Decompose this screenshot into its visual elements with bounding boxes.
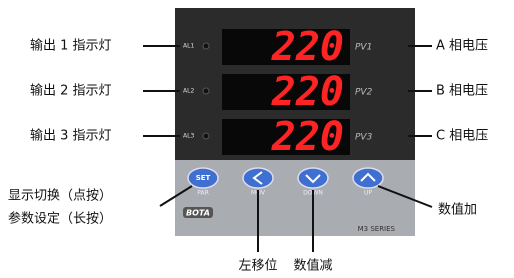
callout: 左移位: [238, 259, 277, 274]
callout: 参数设定（长按）: [8, 211, 112, 227]
callout: B 相电压: [436, 84, 488, 99]
indicator-led: [203, 43, 209, 49]
button[interactable]: [353, 168, 383, 188]
indicator-label: AL1: [183, 43, 194, 50]
indicator-led: [203, 88, 209, 94]
button[interactable]: [243, 168, 273, 188]
page: {"device": {"brand": "BOTA", "series": "…: [0, 0, 514, 278]
pv-label: PV1: [355, 43, 372, 53]
callout: A 相电压: [436, 39, 488, 54]
pv-label: PV3: [355, 133, 373, 143]
series: M3 SERIES: [358, 225, 396, 233]
callout: 输出 1 指示灯: [30, 38, 112, 54]
button-label: UP: [364, 190, 372, 197]
callout: 输出 3 指示灯: [30, 128, 112, 144]
diagram: AL1 220 PV1 AL2 220 PV2 AL3 220 PV3 SET …: [0, 0, 514, 278]
pv-label: PV2: [355, 88, 373, 98]
button[interactable]: [298, 168, 328, 188]
display-value: 220: [271, 114, 344, 160]
callout: 输出 2 指示灯: [30, 83, 112, 99]
indicator-led: [203, 133, 209, 139]
display-value: 220: [271, 24, 344, 70]
callout: 数值加: [438, 202, 477, 218]
button-label: PAR: [197, 190, 209, 197]
callout: 数值减: [293, 258, 332, 274]
indicator-label: AL2: [183, 88, 194, 95]
callout: C 相电压: [436, 129, 488, 144]
indicator-label: AL3: [183, 133, 194, 140]
callout: 显示切换（点按）: [8, 189, 112, 204]
display-value: 220: [271, 69, 344, 115]
brand: BOTA: [186, 209, 210, 218]
button-icon: SET: [196, 174, 211, 182]
